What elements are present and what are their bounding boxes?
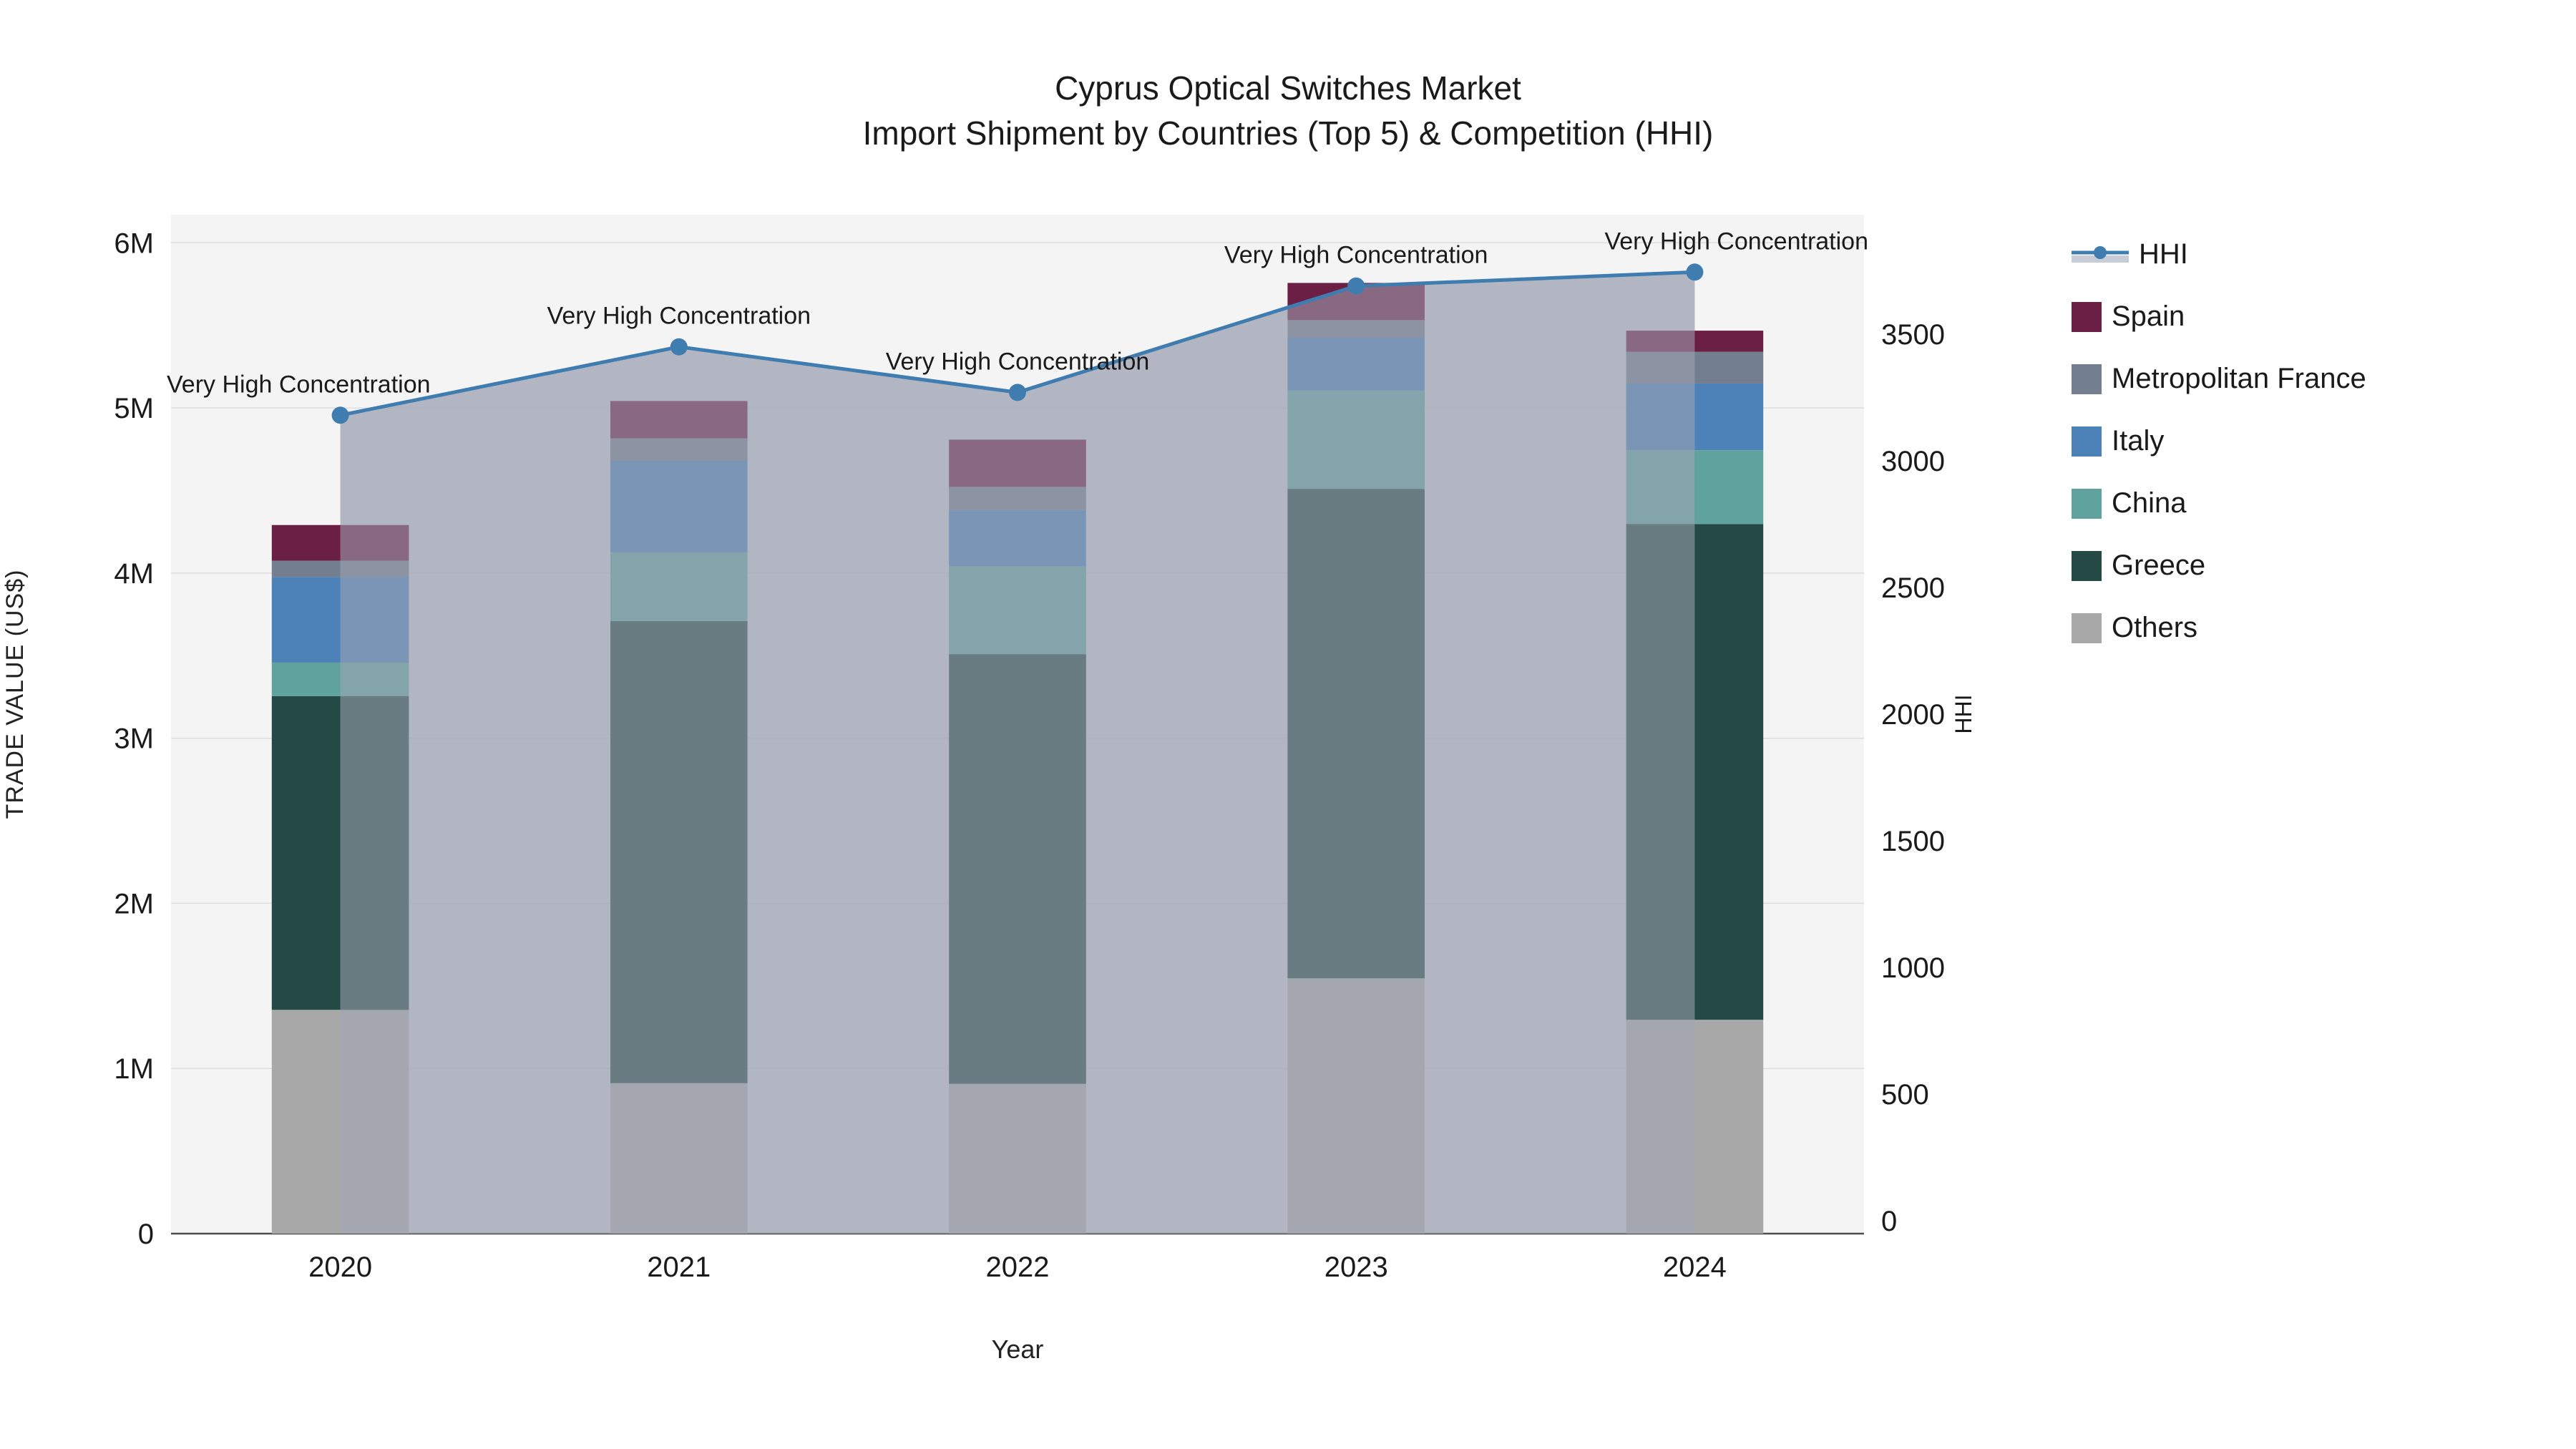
svg-text:2022: 2022: [986, 1252, 1050, 1283]
svg-text:1000: 1000: [1881, 952, 1945, 984]
svg-text:2020: 2020: [308, 1252, 372, 1283]
svg-text:5M: 5M: [114, 393, 154, 424]
svg-text:1M: 1M: [114, 1053, 154, 1085]
svg-text:500: 500: [1881, 1079, 1929, 1111]
svg-text:2023: 2023: [1324, 1252, 1388, 1283]
svg-text:Very High Concentration: Very High Concentration: [1604, 228, 1868, 255]
svg-text:0: 0: [1881, 1206, 1897, 1237]
svg-text:Very High Concentration: Very High Concentration: [167, 371, 431, 398]
svg-text:HHI: HHI: [1951, 694, 1976, 733]
svg-text:Very High Concentration: Very High Concentration: [886, 348, 1150, 375]
svg-text:0: 0: [138, 1219, 154, 1250]
svg-text:6M: 6M: [114, 228, 154, 259]
svg-text:2024: 2024: [1663, 1252, 1727, 1283]
svg-text:2500: 2500: [1881, 572, 1945, 604]
svg-text:2M: 2M: [114, 888, 154, 919]
svg-text:4M: 4M: [114, 558, 154, 590]
svg-text:2000: 2000: [1881, 699, 1945, 731]
svg-text:2021: 2021: [647, 1252, 711, 1283]
svg-text:3500: 3500: [1881, 319, 1945, 351]
svg-text:Very High Concentration: Very High Concentration: [547, 303, 811, 330]
svg-text:3M: 3M: [114, 723, 154, 755]
svg-text:3000: 3000: [1881, 446, 1945, 477]
svg-text:Very High Concentration: Very High Concentration: [1224, 242, 1488, 269]
svg-text:1500: 1500: [1881, 826, 1945, 857]
